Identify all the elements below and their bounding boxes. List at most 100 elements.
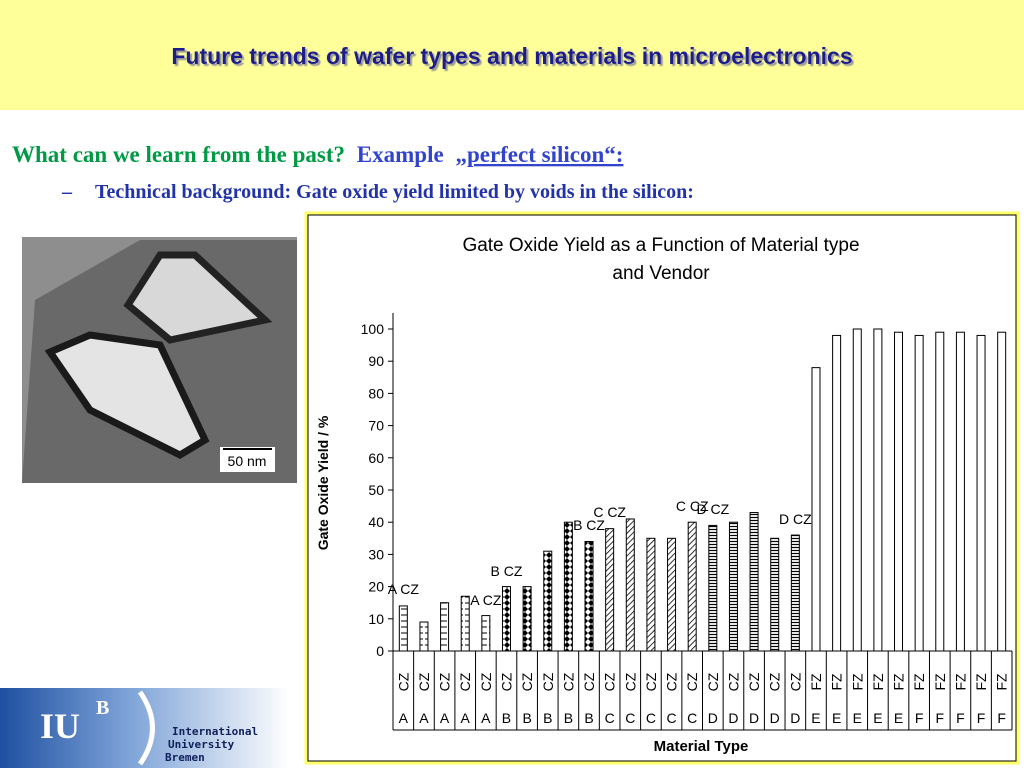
x-tick-vendor: B: [564, 710, 573, 726]
title-banner: [0, 0, 1024, 110]
x-tick-vendor: A: [440, 710, 450, 726]
x-tick-material: CZ: [560, 672, 576, 691]
bar: [625, 518, 635, 652]
x-tick-vendor: C: [605, 710, 615, 726]
x-tick-vendor: A: [419, 710, 429, 726]
bar: [543, 550, 553, 652]
x-tick-vendor: F: [915, 710, 924, 726]
x-tick-material: CZ: [725, 672, 741, 691]
question: What can we learn from the past?: [12, 142, 345, 167]
x-tick-vendor: F: [936, 710, 945, 726]
x-tick-material: CZ: [478, 672, 494, 691]
bar: [481, 615, 491, 652]
bar: [563, 521, 573, 652]
bar: [894, 331, 904, 652]
bar: [914, 334, 924, 652]
example-link: „perfect silicon“:: [455, 142, 623, 167]
bar: [749, 512, 759, 652]
bar: [955, 331, 965, 652]
x-axis-label: Material Type: [654, 738, 749, 755]
x-tick-material: FZ: [952, 673, 968, 691]
bar: [935, 331, 945, 652]
bar: [460, 595, 470, 652]
x-tick-material: CZ: [457, 672, 473, 691]
bar: [440, 602, 450, 652]
y-tick-label: 10: [368, 611, 384, 627]
y-tick-label: 40: [368, 514, 384, 530]
x-tick-material: FZ: [808, 673, 824, 691]
x-tick-vendor: D: [749, 710, 759, 726]
bar: [832, 334, 842, 652]
bar: [522, 586, 532, 652]
logo-superscript: B: [96, 697, 109, 719]
y-tick-label: 30: [368, 546, 384, 562]
bar: [728, 521, 738, 652]
bar: [646, 537, 656, 652]
annotation: B CZ: [491, 563, 523, 579]
bar: [605, 528, 615, 652]
x-tick-vendor: A: [399, 710, 409, 726]
bar: [667, 537, 677, 652]
x-tick-vendor: C: [687, 710, 697, 726]
x-tick-vendor: A: [481, 710, 491, 726]
x-tick-material: CZ: [787, 672, 803, 691]
x-tick-vendor: D: [770, 710, 780, 726]
example-prefix: Example: [357, 142, 444, 167]
bar: [419, 621, 429, 652]
bar: [708, 524, 718, 652]
x-tick-material: FZ: [829, 673, 845, 691]
x-tick-material: FZ: [891, 673, 907, 691]
annotation: D CZ: [696, 501, 729, 517]
annotation: D CZ: [779, 511, 812, 527]
y-tick-label: 100: [361, 321, 385, 337]
y-tick-label: 90: [368, 353, 384, 369]
x-tick-material: CZ: [416, 672, 432, 691]
logo: IU B International University Bremen: [0, 688, 290, 768]
x-tick-material: CZ: [684, 672, 700, 691]
x-tick-vendor: F: [956, 710, 965, 726]
bar: [398, 605, 408, 652]
chart-frame: [307, 214, 1017, 762]
x-tick-vendor: B: [522, 710, 531, 726]
x-tick-vendor: E: [853, 710, 862, 726]
logo-line: Bremen: [165, 751, 205, 764]
bar: [852, 328, 862, 652]
x-tick-vendor: D: [790, 710, 800, 726]
x-tick-vendor: D: [708, 710, 718, 726]
y-axis-label: Gate Oxide Yield / %: [315, 415, 331, 550]
chart-title: and Vendor: [612, 263, 710, 284]
x-tick-material: CZ: [581, 672, 597, 691]
micrograph: 50 nm: [22, 237, 297, 483]
x-tick-material: CZ: [622, 672, 638, 691]
x-tick-material: FZ: [849, 673, 865, 691]
x-tick-material: CZ: [705, 672, 721, 691]
x-tick-vendor: A: [461, 710, 471, 726]
x-tick-vendor: C: [625, 710, 635, 726]
x-tick-material: CZ: [498, 672, 514, 691]
x-tick-material: CZ: [602, 672, 618, 691]
x-tick-material: FZ: [994, 673, 1010, 691]
x-tick-material: CZ: [437, 672, 453, 691]
logo-line: International: [172, 725, 258, 738]
bar: [770, 537, 780, 652]
bar: [873, 328, 883, 652]
x-tick-material: CZ: [746, 672, 762, 691]
x-tick-vendor: D: [728, 710, 738, 726]
x-tick-material: CZ: [643, 672, 659, 691]
x-tick-material: FZ: [973, 673, 989, 691]
x-tick-vendor: F: [997, 710, 1006, 726]
x-tick-vendor: E: [894, 710, 903, 726]
question-line: What can we learn from the past? Example…: [12, 142, 623, 167]
bar: [811, 367, 821, 652]
x-tick-material: CZ: [540, 672, 556, 691]
y-tick-label: 20: [368, 579, 384, 595]
x-tick-material: FZ: [870, 673, 886, 691]
x-tick-vendor: B: [502, 710, 511, 726]
x-tick-vendor: E: [873, 710, 882, 726]
annotation: C CZ: [676, 498, 709, 514]
bar: [687, 521, 697, 652]
x-tick-material: CZ: [767, 672, 783, 691]
logo-mark: IU: [40, 706, 80, 746]
